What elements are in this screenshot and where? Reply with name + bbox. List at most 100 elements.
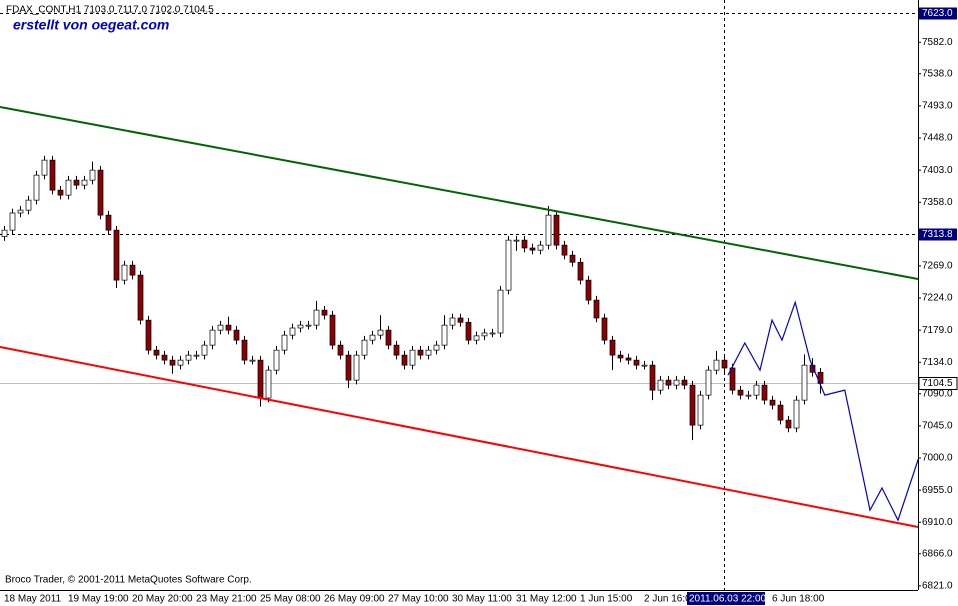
x-tick-label: 26 May 09:00: [324, 594, 385, 605]
x-tick-label: 25 May 08:00: [260, 594, 321, 605]
candle-body: [297, 324, 304, 329]
footer: Broco Trader, © 2001-2011 MetaQuotes Sof…: [5, 575, 252, 586]
candle-body: [1, 229, 8, 237]
x-tick-label: 31 May 12:00: [516, 594, 577, 605]
candle-body: [225, 324, 232, 331]
candle-body: [425, 349, 432, 356]
y-tick-label: 7045.0: [922, 420, 953, 431]
candle-body: [513, 239, 520, 242]
candle-body: [89, 169, 96, 181]
x-tick-label: 2 Jun 16:00: [644, 594, 697, 605]
candle-body: [25, 199, 32, 211]
candle-body: [353, 354, 360, 381]
y-tick-label: 7224.0: [922, 293, 953, 304]
candle-body: [537, 244, 544, 251]
candle-body: [737, 389, 744, 396]
candle-body: [625, 357, 632, 361]
candle-body: [409, 349, 416, 366]
candle-body: [585, 279, 592, 301]
candle-body: [17, 209, 24, 214]
candle-body: [465, 321, 472, 341]
candle-body: [697, 394, 704, 426]
candle-body: [753, 384, 760, 396]
candle-body: [385, 329, 392, 346]
candle-body: [121, 264, 128, 281]
candle-body: [9, 212, 16, 231]
candle-body: [433, 344, 440, 351]
candle-body: [281, 334, 288, 351]
candle-body: [177, 359, 184, 366]
x-tick-label: 19 May 19:00: [68, 594, 129, 605]
price-label-box: [918, 377, 958, 390]
cursor-label: 2011.06.03 22:00: [689, 594, 767, 605]
candle-body: [209, 329, 216, 346]
candle-body: [601, 317, 608, 341]
candle-body: [417, 349, 424, 356]
price-label: 7623.0: [922, 8, 953, 19]
candle-body: [321, 309, 328, 316]
x-tick-label: 27 May 10:00: [388, 594, 449, 605]
candle-body: [761, 384, 768, 401]
candle-body: [73, 179, 80, 186]
candle-body: [505, 239, 512, 291]
header: FDAX_CONT,H1 7103.0 7117.0 7102.0 7104.5: [6, 5, 214, 16]
candle-body: [305, 324, 312, 327]
candle-body: [785, 419, 792, 429]
candle-body: [641, 364, 648, 367]
y-tick-label: 6910.0: [922, 517, 953, 528]
candle-body: [337, 344, 344, 356]
candle-body: [369, 334, 376, 341]
candle-body: [193, 354, 200, 357]
candle-body: [249, 359, 256, 362]
candle-body: [801, 364, 808, 401]
candle-body: [729, 367, 736, 391]
candle-body: [721, 359, 728, 369]
candle-body: [201, 344, 208, 356]
candle-body: [169, 359, 176, 366]
candle-body: [129, 264, 136, 276]
candle-body: [185, 354, 192, 361]
candle-body: [545, 214, 552, 246]
candle-body: [617, 354, 624, 359]
candle-body: [57, 189, 64, 196]
y-tick-label: 6821.0: [922, 580, 953, 591]
candle-body: [241, 339, 248, 361]
candle-body: [649, 364, 656, 391]
candle-body: [569, 254, 576, 263]
candle-body: [105, 214, 112, 231]
candle-body: [401, 354, 408, 366]
y-tick-label: 7493.0: [922, 100, 953, 111]
candle-body: [745, 394, 752, 397]
candle-body: [521, 239, 528, 249]
candle-body: [329, 314, 336, 346]
y-tick-label: 7179.0: [922, 325, 953, 336]
candle-body: [441, 324, 448, 346]
y-tick-label: 7403.0: [922, 165, 953, 176]
candle-body: [345, 354, 352, 381]
candle-body: [97, 169, 104, 216]
candle-body: [81, 179, 88, 186]
candle-body: [145, 319, 152, 351]
trend-line: [727, 300, 918, 522]
candle-body: [217, 324, 224, 331]
candle-body: [361, 339, 368, 356]
candle-body: [313, 309, 320, 326]
x-tick-label: 1 Jun 15:00: [580, 594, 633, 605]
candle-body: [577, 261, 584, 281]
candle-body: [705, 369, 712, 396]
price-label: 7313.8: [922, 229, 953, 240]
candle-body: [633, 359, 640, 366]
candle-body: [713, 359, 720, 371]
candle-body: [161, 354, 168, 361]
x-tick-label: 18 May 2011: [4, 594, 62, 605]
x-tick-label: 6 Jun 18:00: [772, 594, 825, 605]
y-tick-label: 7448.0: [922, 133, 953, 144]
candle-body: [529, 247, 536, 251]
price-label-box: [919, 7, 957, 20]
candle-body: [793, 399, 800, 429]
candle-body: [265, 369, 272, 399]
candle-body: [673, 379, 680, 386]
